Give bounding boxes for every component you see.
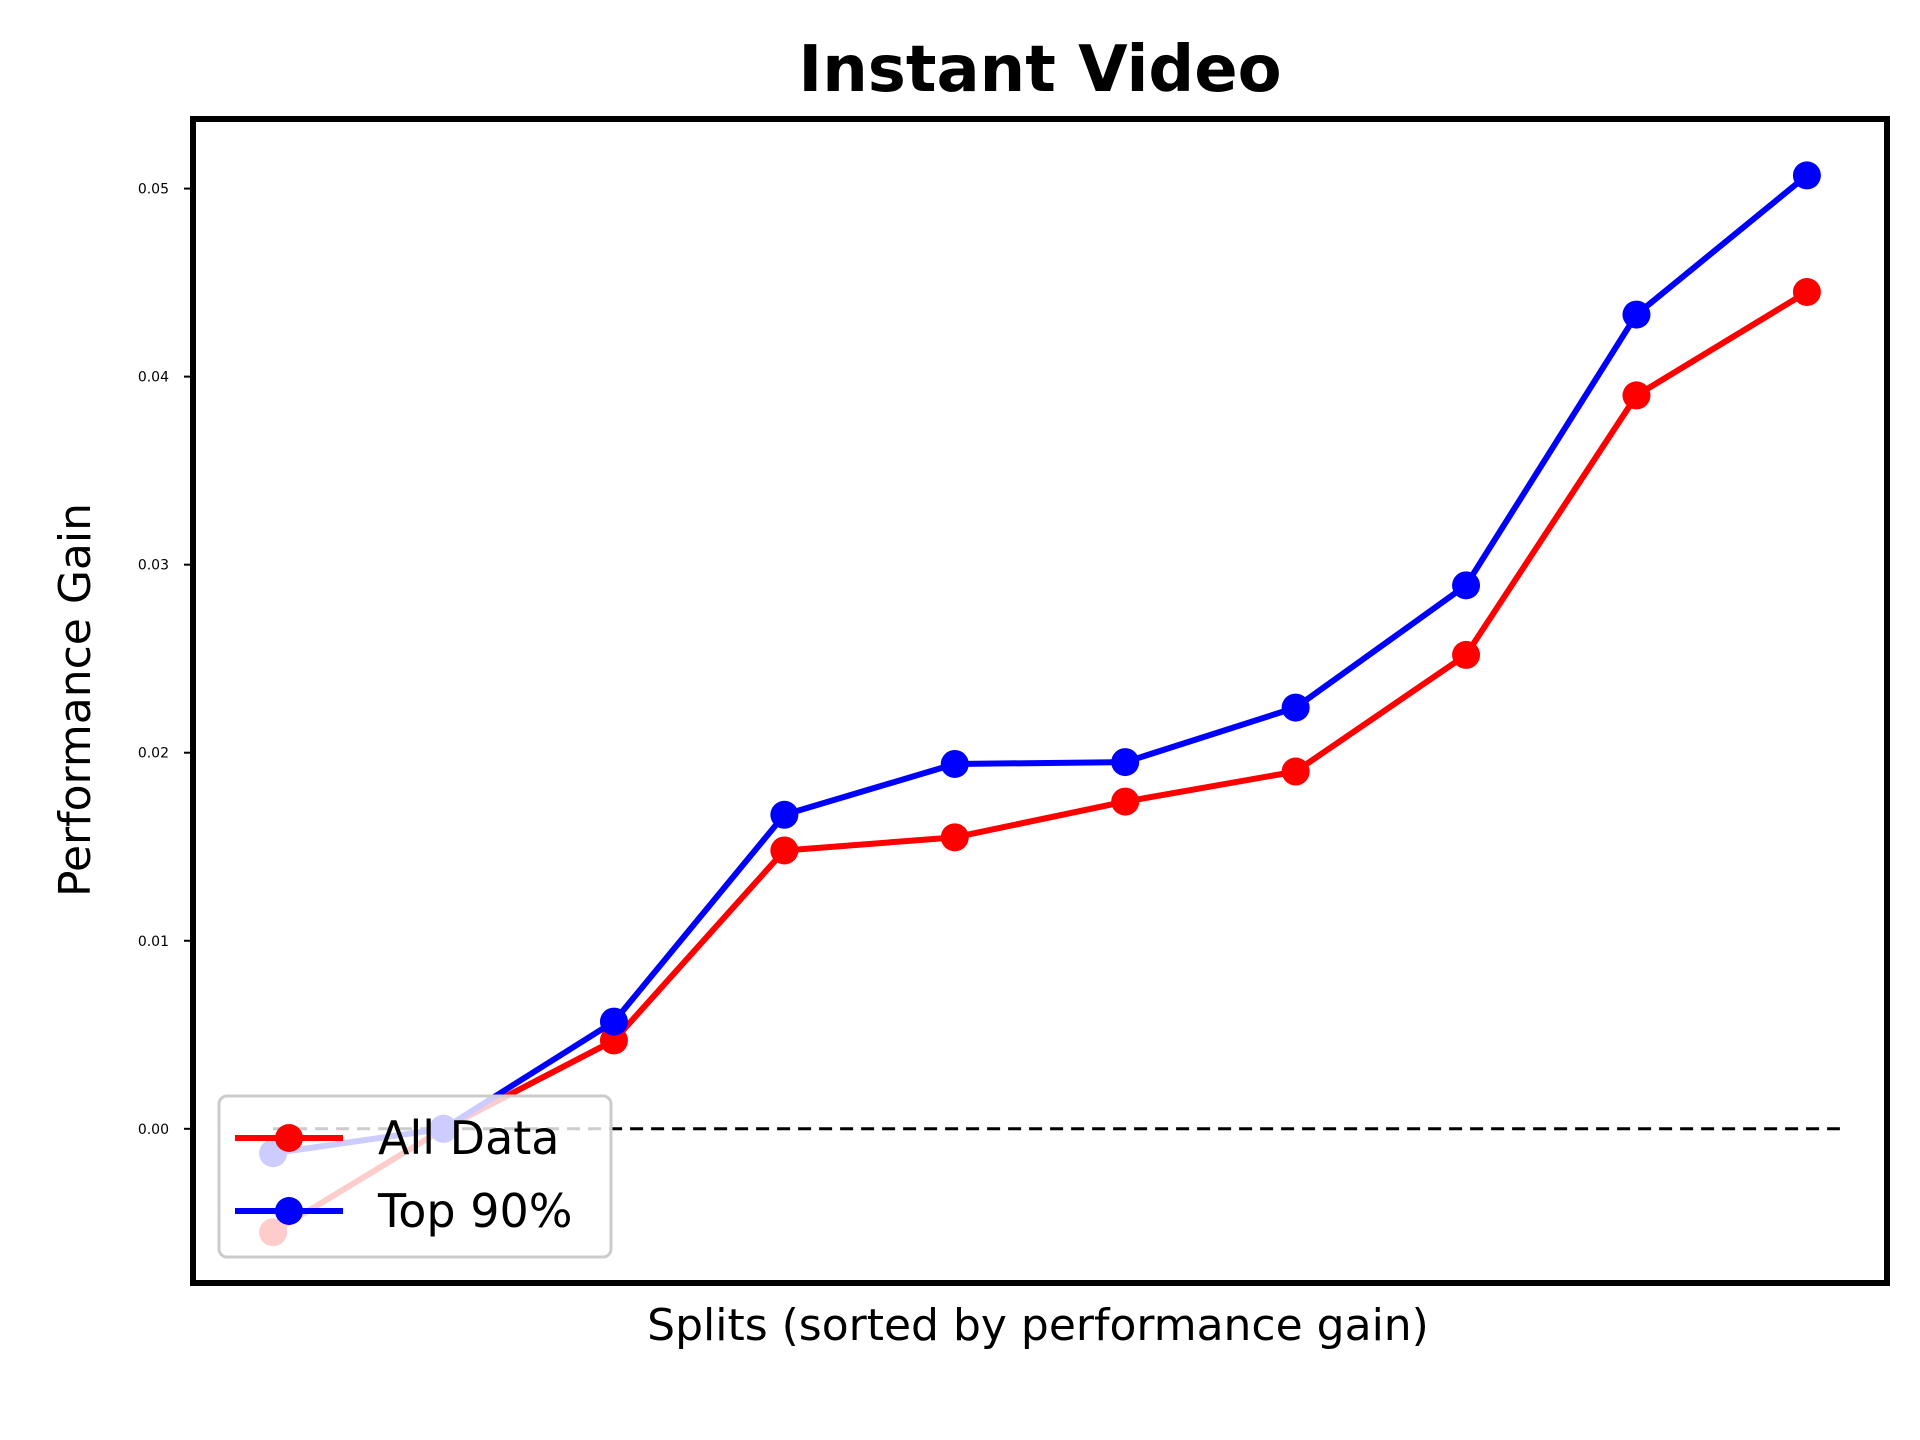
legend-marker-all-data	[275, 1124, 303, 1152]
y-tick-label-1: 0.01	[138, 934, 169, 950]
series-1-point-8	[1622, 300, 1651, 329]
series-1-point-6	[1281, 693, 1310, 722]
series-1-point-5	[1111, 748, 1140, 777]
series-1-point-2	[599, 1007, 628, 1036]
series-1-point-4	[940, 749, 969, 778]
plot-frame	[190, 116, 1890, 1286]
chart-title: Instant Video	[798, 33, 1281, 107]
y-axis-ticks: 0.00 0.01 0.02 0.03 0.04 0.05	[138, 182, 193, 1138]
y-tick-label-3: 0.03	[138, 558, 169, 574]
y-tick-label-2: 0.02	[138, 746, 169, 762]
y-tick-label-5: 0.05	[138, 182, 169, 198]
series-0-point-8	[1622, 381, 1651, 410]
series-0-point-5	[1111, 787, 1140, 816]
series-line-1	[272, 173, 1809, 1157]
series-line-0	[271, 289, 1809, 1235]
y-tick-label-0: 0.00	[138, 1122, 169, 1138]
legend-label-top-90: Top 90%	[377, 1184, 573, 1238]
series-0-point-4	[940, 823, 969, 852]
series-0-point-7	[1452, 640, 1481, 669]
legend-label-all-data: All Data	[378, 1111, 559, 1165]
series-0-point-6	[1281, 757, 1310, 786]
series-0-point-3	[770, 836, 799, 865]
series-0-point-9	[1792, 278, 1821, 307]
legend-marker-top-90	[275, 1197, 303, 1225]
series-1-point-7	[1452, 571, 1481, 600]
x-axis-label: Splits (sorted by performance gain)	[647, 1300, 1429, 1351]
y-tick-label-4: 0.04	[138, 370, 169, 386]
y-axis-label: Performance Gain	[50, 503, 101, 897]
legend: All Data Top 90%	[217, 1094, 613, 1259]
series-1-point-3	[770, 800, 799, 829]
series-1-point-9	[1792, 161, 1821, 190]
